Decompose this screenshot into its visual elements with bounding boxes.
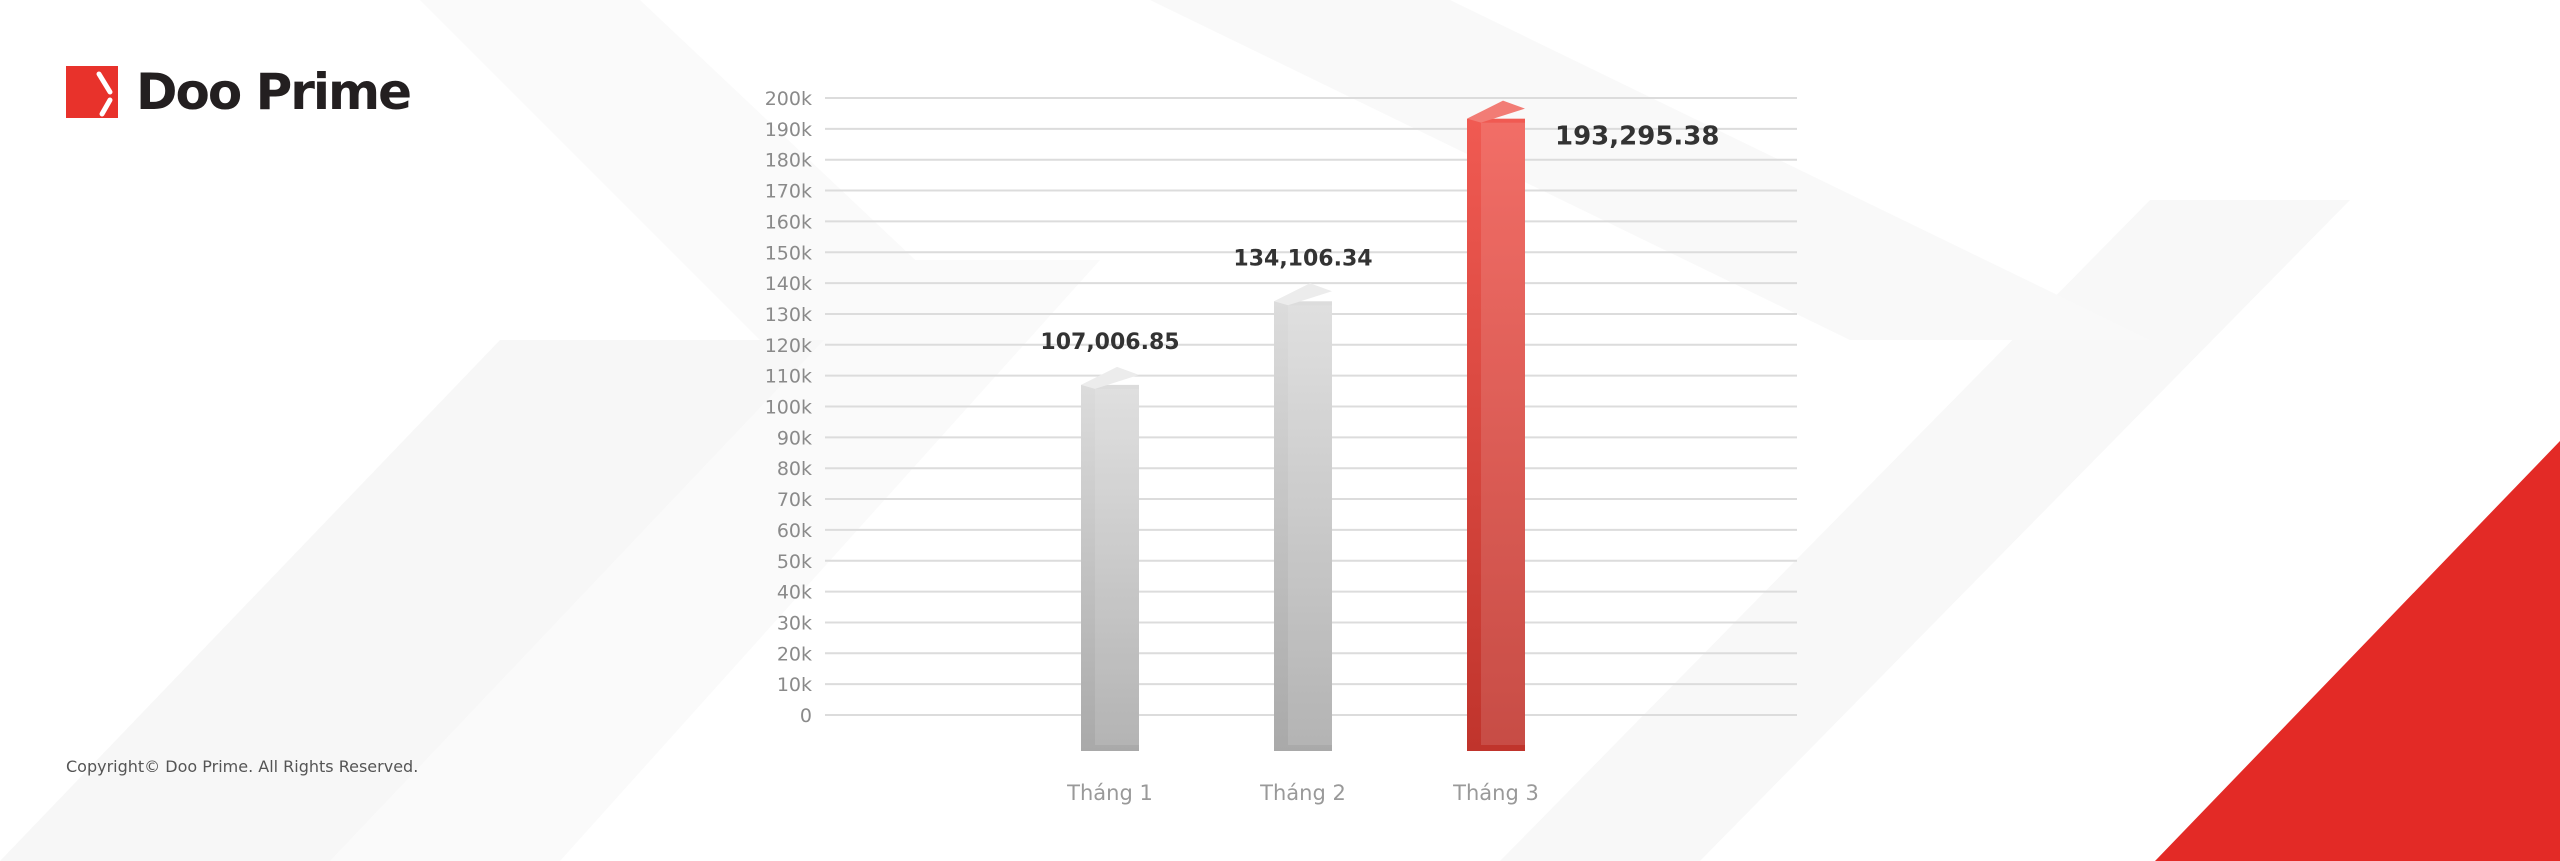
bar-highlight	[1481, 122, 1525, 745]
y-tick-label: 180k	[765, 150, 812, 172]
y-tick-label: 70k	[777, 489, 812, 511]
bar-value-label: 107,006.85	[1040, 330, 1179, 355]
bar-top-face	[1081, 366, 1139, 389]
bar	[1081, 384, 1139, 751]
y-tick-label: 30k	[777, 612, 812, 634]
y-tick-label: 0	[800, 705, 812, 727]
y-tick-label: 150k	[765, 242, 812, 264]
bar-top-face	[1274, 283, 1332, 306]
y-tick-label: 80k	[777, 458, 812, 480]
brand-logo: Doo Prime	[66, 63, 412, 121]
bar	[1274, 301, 1332, 751]
copyright-text: Copyright© Doo Prime. All Rights Reserve…	[66, 757, 419, 776]
bar-value-label: 193,295.38	[1555, 122, 1719, 152]
bar-highlight	[1095, 388, 1139, 745]
bar-value-label: 134,106.34	[1233, 246, 1372, 271]
bar	[1467, 118, 1525, 751]
y-tick-label: 130k	[765, 304, 812, 326]
y-tick-label: 190k	[765, 119, 812, 141]
y-tick-label: 120k	[765, 335, 812, 357]
y-tick-label: 200k	[765, 88, 812, 110]
y-tick-label: 50k	[777, 551, 812, 573]
bar-top-face	[1467, 100, 1525, 123]
logo-mark-icon	[66, 66, 118, 118]
y-tick-label: 10k	[777, 674, 812, 696]
y-tick-label: 60k	[777, 520, 812, 542]
y-tick-label: 140k	[765, 273, 812, 295]
x-category-label: Tháng 1	[1066, 781, 1153, 805]
y-tick-label: 20k	[777, 643, 812, 665]
y-tick-label: 170k	[765, 181, 812, 203]
bar-highlight	[1288, 305, 1332, 745]
y-tick-label: 40k	[777, 582, 812, 604]
brand-name: Doo Prime	[136, 63, 412, 121]
y-tick-label: 100k	[765, 397, 812, 419]
y-tick-label: 110k	[765, 366, 812, 388]
y-tick-label: 90k	[777, 427, 812, 449]
x-category-label: Tháng 2	[1259, 781, 1346, 805]
y-tick-label: 160k	[765, 211, 812, 233]
red-corner-triangle	[2155, 441, 2560, 861]
x-category-label: Tháng 3	[1452, 781, 1539, 805]
